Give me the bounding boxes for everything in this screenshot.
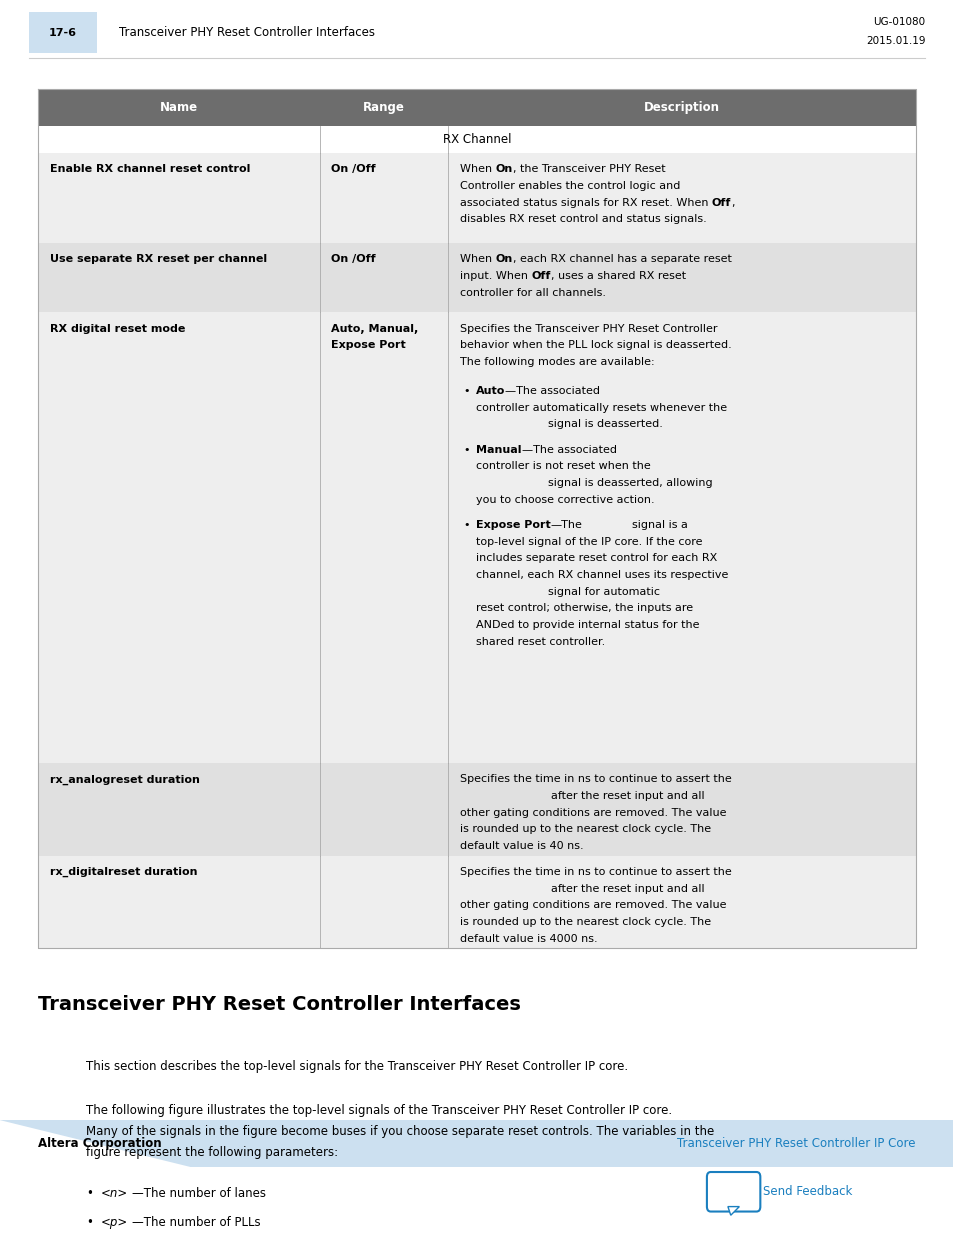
Text: Name: Name	[160, 101, 197, 114]
Text: , each RX channel has a separate reset: , each RX channel has a separate reset	[512, 254, 731, 264]
Text: rx_analogreset duration: rx_analogreset duration	[50, 774, 199, 784]
Text: controller automatically resets whenever the: controller automatically resets whenever…	[476, 403, 726, 412]
Text: Description: Description	[643, 101, 720, 114]
Bar	[38, 312, 915, 763]
Bar	[38, 89, 915, 126]
Text: , uses a shared RX reset: , uses a shared RX reset	[550, 270, 685, 282]
Text: Off: Off	[711, 198, 730, 207]
Text: you to choose corrective action.: you to choose corrective action.	[476, 494, 654, 505]
Polygon shape	[727, 1207, 739, 1215]
Text: On: On	[495, 254, 512, 264]
Text: Altera Corporation: Altera Corporation	[38, 1137, 162, 1150]
Text: Specifies the Transceiver PHY Reset Controller: Specifies the Transceiver PHY Reset Cont…	[459, 324, 717, 333]
Text: controller is not reset when the: controller is not reset when the	[476, 461, 650, 472]
Text: •: •	[463, 520, 470, 530]
Bar	[38, 153, 915, 243]
Text: figure represent the following parameters:: figure represent the following parameter…	[86, 1146, 337, 1160]
Text: includes separate reset control for each RX: includes separate reset control for each…	[476, 553, 717, 563]
Text: behavior when the PLL lock signal is deasserted.: behavior when the PLL lock signal is dea…	[459, 340, 731, 351]
Text: On /Off: On /Off	[331, 164, 375, 174]
Text: —The number of lanes: —The number of lanes	[132, 1187, 265, 1200]
Bar	[38, 763, 915, 856]
Text: signal is deasserted.: signal is deasserted.	[547, 420, 661, 430]
Text: signal is a: signal is a	[582, 520, 687, 530]
Text: Range: Range	[363, 101, 404, 114]
Text: Transceiver PHY Reset Controller Interfaces: Transceiver PHY Reset Controller Interfa…	[38, 995, 520, 1014]
Text: after the reset input and all: after the reset input and all	[459, 792, 703, 802]
Text: Use separate RX reset per channel: Use separate RX reset per channel	[50, 254, 267, 264]
Text: Transceiver PHY Reset Controller IP Core: Transceiver PHY Reset Controller IP Core	[677, 1137, 915, 1150]
Text: When: When	[459, 164, 495, 174]
Text: is rounded up to the nearest clock cycle. The: is rounded up to the nearest clock cycle…	[459, 916, 710, 927]
Text: <n>: <n>	[101, 1187, 129, 1200]
Text: channel, each RX channel uses its respective: channel, each RX channel uses its respec…	[476, 571, 728, 580]
Text: Expose Port: Expose Port	[331, 340, 405, 351]
Text: disables RX reset control and status signals.: disables RX reset control and status sig…	[459, 215, 706, 225]
Bar	[29, 12, 97, 53]
Text: Expose Port: Expose Port	[476, 520, 550, 530]
Text: Specifies the time in ns to continue to assert the: Specifies the time in ns to continue to …	[459, 867, 731, 877]
FancyBboxPatch shape	[706, 1172, 760, 1212]
Text: Specifies the time in ns to continue to assert the: Specifies the time in ns to continue to …	[459, 774, 731, 784]
Text: controller for all channels.: controller for all channels.	[459, 288, 605, 298]
Text: On /Off: On /Off	[331, 254, 375, 264]
Text: •: •	[463, 385, 470, 396]
Text: signal for automatic: signal for automatic	[547, 587, 659, 597]
Text: Transceiver PHY Reset Controller Interfaces: Transceiver PHY Reset Controller Interfa…	[119, 26, 375, 40]
Text: 2015.01.19: 2015.01.19	[865, 36, 924, 46]
Polygon shape	[0, 1120, 191, 1167]
Text: shared reset controller.: shared reset controller.	[476, 637, 604, 647]
Text: RX digital reset mode: RX digital reset mode	[50, 324, 185, 333]
Bar	[38, 243, 915, 312]
Text: is rounded up to the nearest clock cycle. The: is rounded up to the nearest clock cycle…	[459, 825, 710, 835]
Text: RX Channel: RX Channel	[442, 133, 511, 146]
Text: When: When	[459, 254, 495, 264]
Text: default value is 40 ns.: default value is 40 ns.	[459, 841, 583, 851]
Text: —The: —The	[550, 520, 582, 530]
Text: signal is deasserted, allowing: signal is deasserted, allowing	[547, 478, 712, 488]
Text: ANDed to provide internal status for the: ANDed to provide internal status for the	[476, 620, 699, 630]
Text: input. When: input. When	[459, 270, 531, 282]
Text: •: •	[86, 1187, 92, 1200]
Text: On: On	[495, 164, 512, 174]
Text: Many of the signals in the figure become buses if you choose separate reset cont: Many of the signals in the figure become…	[86, 1125, 714, 1139]
Text: Controller enables the control logic and: Controller enables the control logic and	[459, 182, 679, 191]
Text: Auto: Auto	[476, 385, 505, 396]
Bar	[38, 856, 915, 948]
Text: top-level signal of the IP core. If the core: top-level signal of the IP core. If the …	[476, 536, 701, 547]
Text: UG-01080: UG-01080	[872, 17, 924, 27]
Text: ,: ,	[730, 198, 734, 207]
Text: The following modes are available:: The following modes are available:	[459, 357, 654, 367]
Text: 17-6: 17-6	[49, 27, 77, 38]
Text: other gating conditions are removed. The value: other gating conditions are removed. The…	[459, 808, 725, 818]
Text: default value is 4000 ns.: default value is 4000 ns.	[459, 934, 597, 944]
Text: •: •	[86, 1216, 92, 1230]
Text: Enable RX channel reset control: Enable RX channel reset control	[50, 164, 250, 174]
Text: •: •	[463, 445, 470, 454]
Text: <p>: <p>	[101, 1216, 129, 1230]
Text: Manual: Manual	[476, 445, 521, 454]
Text: This section describes the top-level signals for the Transceiver PHY Reset Contr: This section describes the top-level sig…	[86, 1060, 627, 1073]
Bar	[0, 1120, 953, 1167]
Text: —The associated: —The associated	[521, 445, 616, 454]
Text: Off: Off	[531, 270, 550, 282]
Text: —The associated: —The associated	[505, 385, 599, 396]
Bar	[38, 126, 915, 153]
Text: after the reset input and all: after the reset input and all	[459, 884, 703, 894]
Text: —The number of PLLs: —The number of PLLs	[132, 1216, 260, 1230]
Text: , the Transceiver PHY Reset: , the Transceiver PHY Reset	[512, 164, 664, 174]
Text: associated status signals for RX reset. When: associated status signals for RX reset. …	[459, 198, 711, 207]
Text: The following figure illustrates the top-level signals of the Transceiver PHY Re: The following figure illustrates the top…	[86, 1104, 671, 1118]
Text: Auto, Manual,: Auto, Manual,	[331, 324, 417, 333]
Text: rx_digitalreset duration: rx_digitalreset duration	[50, 867, 197, 877]
Text: reset control; otherwise, the inputs are: reset control; otherwise, the inputs are	[476, 604, 693, 614]
Text: other gating conditions are removed. The value: other gating conditions are removed. The…	[459, 900, 725, 910]
Text: Send Feedback: Send Feedback	[762, 1186, 852, 1198]
